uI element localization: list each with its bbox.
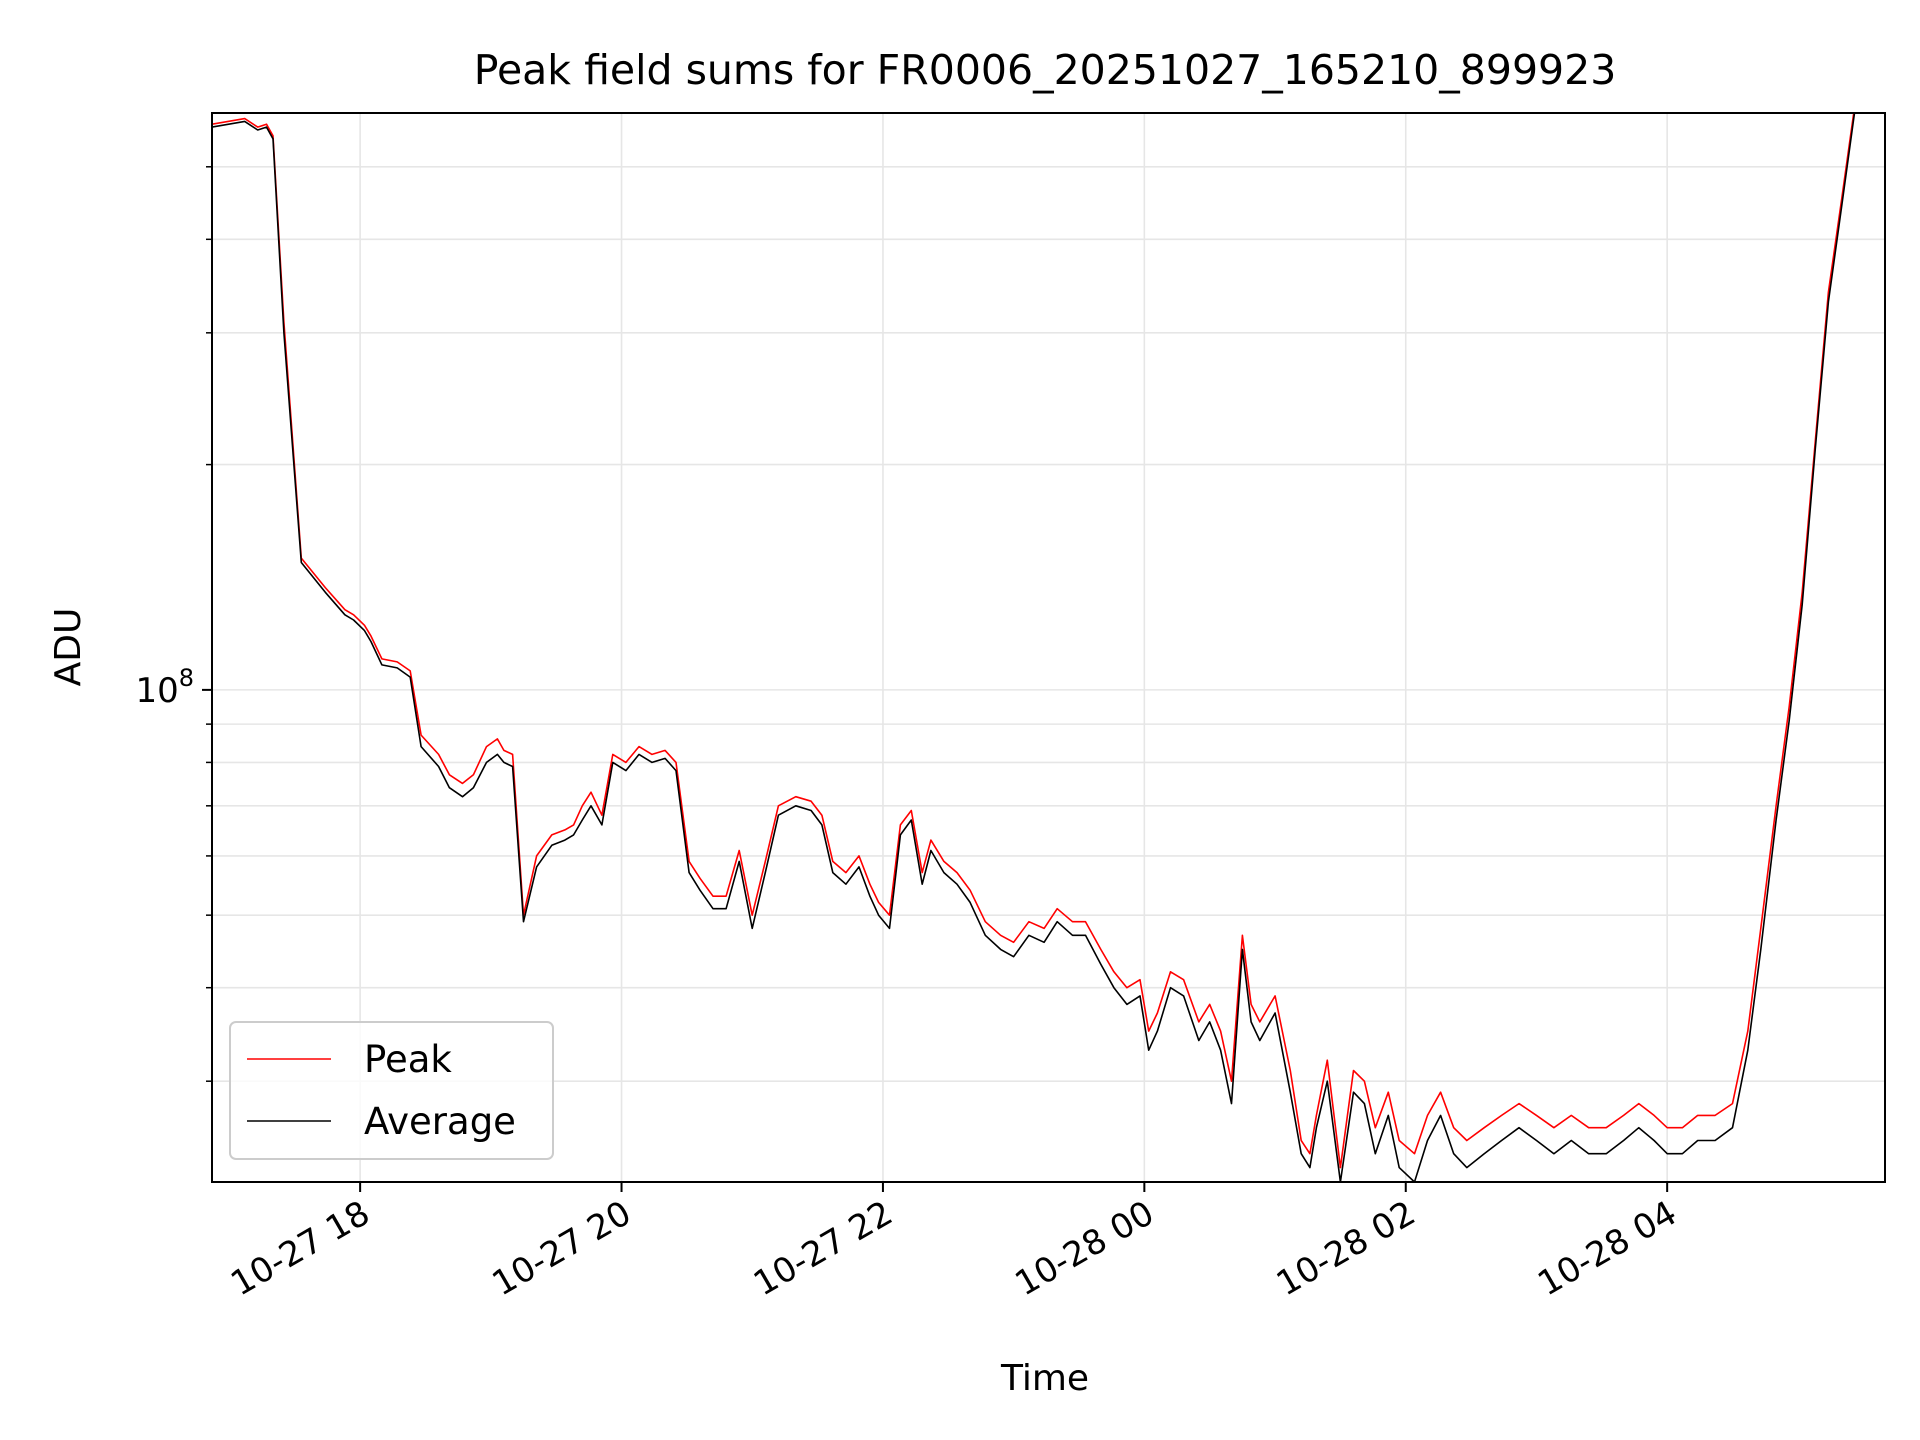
series-line-average <box>212 113 1856 1182</box>
legend-box <box>229 1021 554 1160</box>
series-line-peak <box>212 113 1855 1169</box>
x-axis-label: Time <box>1000 1358 1089 1399</box>
y-axis-label: ADU <box>48 608 89 687</box>
legend: Peak Average <box>229 1021 554 1160</box>
y-axis: 108 <box>135 166 212 1082</box>
series-layer <box>212 113 1856 1182</box>
plot-area-frame <box>211 112 1886 1183</box>
legend-label-average: Average <box>364 1100 516 1143</box>
chart-title: Peak field sums for FR0006_20251027_1652… <box>474 46 1617 94</box>
legend-label-peak: Peak <box>364 1038 452 1081</box>
y-tick-label: 108 <box>135 664 194 711</box>
